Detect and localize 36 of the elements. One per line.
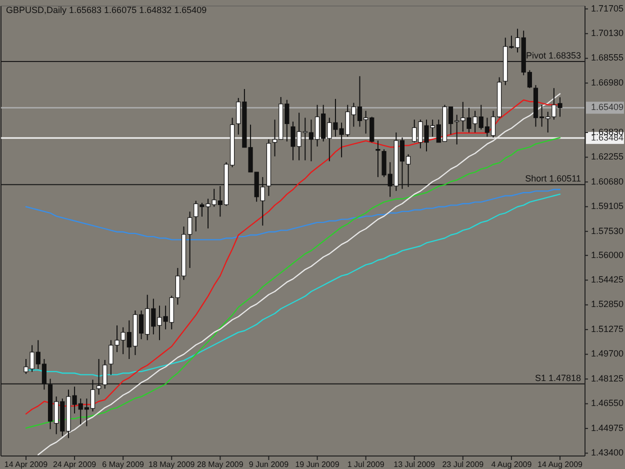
y-tick-label: 1.56000 bbox=[591, 250, 624, 260]
x-tick-label: 6 May 2009 bbox=[102, 460, 145, 469]
y-tick-label: 1.68555 bbox=[591, 52, 624, 63]
y-tick-label: 1.57530 bbox=[591, 226, 624, 236]
x-tick-label: 9 Jun 2009 bbox=[248, 460, 290, 469]
y-tick-label: 1.46550 bbox=[591, 398, 624, 408]
y-tick-label: 1.59105 bbox=[591, 201, 624, 212]
y-tick-label: 1.62255 bbox=[591, 152, 624, 162]
y-tick-label: 1.54425 bbox=[591, 274, 624, 285]
ref-line-label: S1 1.47818 bbox=[534, 372, 581, 383]
x-tick-label: 28 May 2009 bbox=[197, 460, 244, 469]
x-tick-label: 1 Jul 2009 bbox=[347, 460, 385, 469]
chart-title: GBPUSD,Daily 1.65683 1.66075 1.64832 1.65409 bbox=[6, 5, 207, 15]
x-tick-label: 4 Aug 2009 bbox=[491, 460, 532, 469]
y-tick-label: 1.52850 bbox=[591, 299, 624, 310]
y-tick-label: 1.44975 bbox=[591, 422, 624, 433]
y-tick-label: 1.70130 bbox=[591, 28, 624, 38]
y-tick-label: 1.48125 bbox=[591, 373, 624, 384]
y-tick-label: 1.71705 bbox=[591, 3, 624, 14]
candlestick bbox=[376, 140, 380, 178]
x-tick-label: 18 May 2009 bbox=[148, 460, 196, 469]
y-tick-label: 1.49700 bbox=[591, 348, 624, 359]
y-tick-label: 1.43400 bbox=[591, 448, 624, 458]
x-tick-label: 19 Jun 2009 bbox=[295, 460, 340, 469]
x-tick-label: 13 Jul 2009 bbox=[394, 460, 436, 469]
y-tick-label: 1.66980 bbox=[591, 77, 624, 88]
x-tick-label: 14 Aug 2009 bbox=[538, 460, 584, 469]
y-tick-label: 1.51275 bbox=[591, 324, 624, 334]
y-tick-label: 1.60680 bbox=[591, 176, 624, 186]
x-tick-label: 14 Apr 2009 bbox=[4, 460, 48, 469]
ref-line-label: Pivot 1.68353 bbox=[526, 50, 581, 61]
ref-line-label: Short 1.60511 bbox=[525, 174, 581, 184]
line-series bbox=[25, 188, 561, 240]
x-tick-label: 24 Apr 2009 bbox=[52, 460, 97, 469]
x-tick-label: 23 Jul 2009 bbox=[442, 460, 484, 469]
ref-line-label: 1.65409 bbox=[591, 102, 624, 112]
